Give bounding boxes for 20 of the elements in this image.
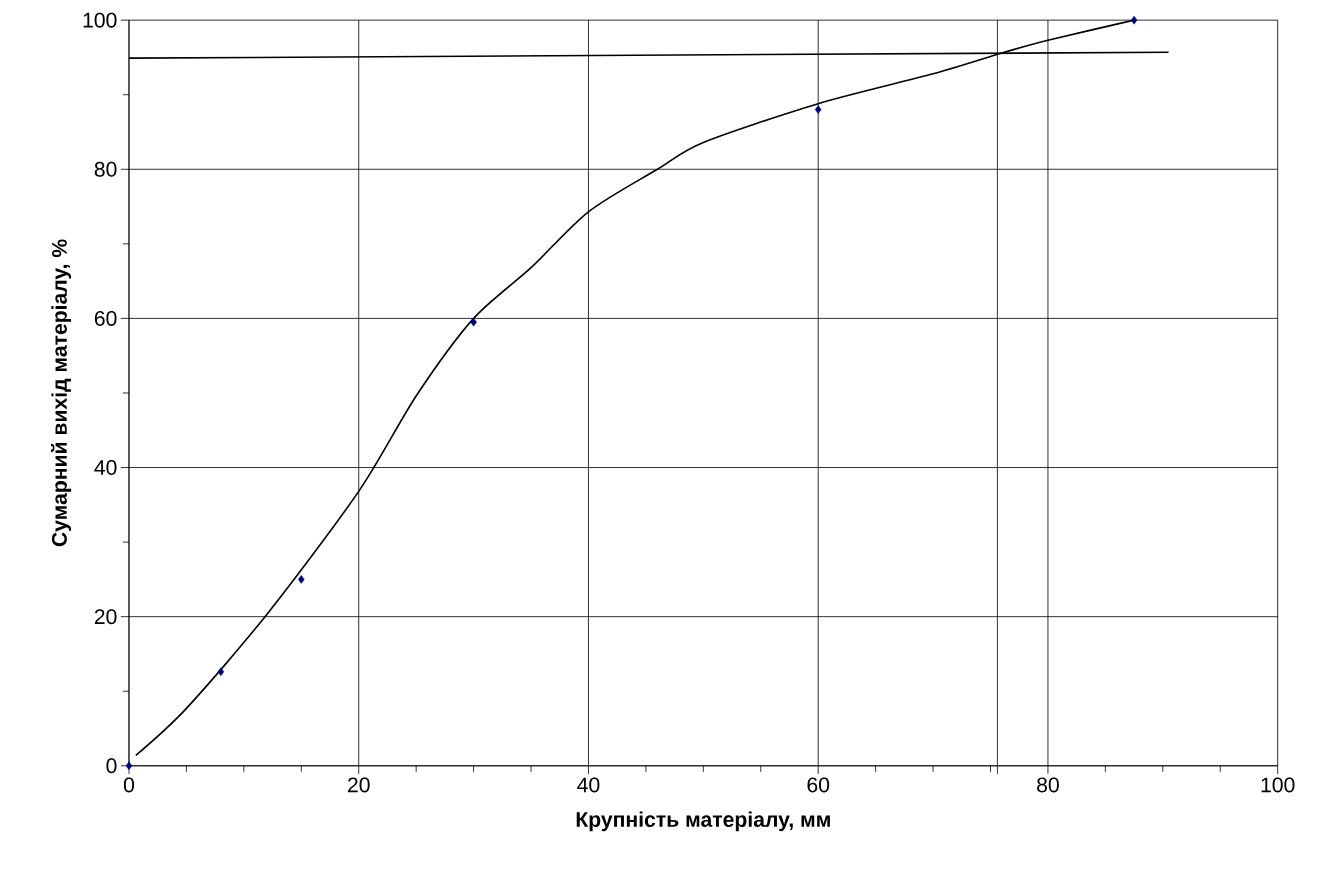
x-tick-label: 0	[123, 777, 135, 793]
point	[1130, 16, 1138, 25]
y-tick-label: 100	[83, 12, 117, 28]
y-tick-label: 40	[94, 460, 117, 476]
x-axis-title: Крупність матеріалу, мм	[576, 811, 830, 832]
y-tick-label: 20	[94, 609, 117, 625]
x-tick-label: 100	[1261, 777, 1295, 793]
y-tick-label: 0	[106, 758, 117, 774]
x-tick-label: 40	[577, 777, 600, 793]
point	[217, 667, 225, 677]
point	[814, 105, 822, 114]
point	[470, 318, 477, 327]
x-tick-label: 80	[1037, 777, 1059, 793]
point	[125, 761, 133, 771]
y-tick-label: 80	[94, 161, 117, 177]
point	[298, 575, 305, 584]
y-axis-title: Сумарний вихід матеріалу, %	[50, 239, 72, 547]
x-tick-label: 20	[348, 777, 370, 793]
x-tick-label: 60	[807, 777, 830, 793]
y-tick-label: 60	[94, 311, 117, 327]
